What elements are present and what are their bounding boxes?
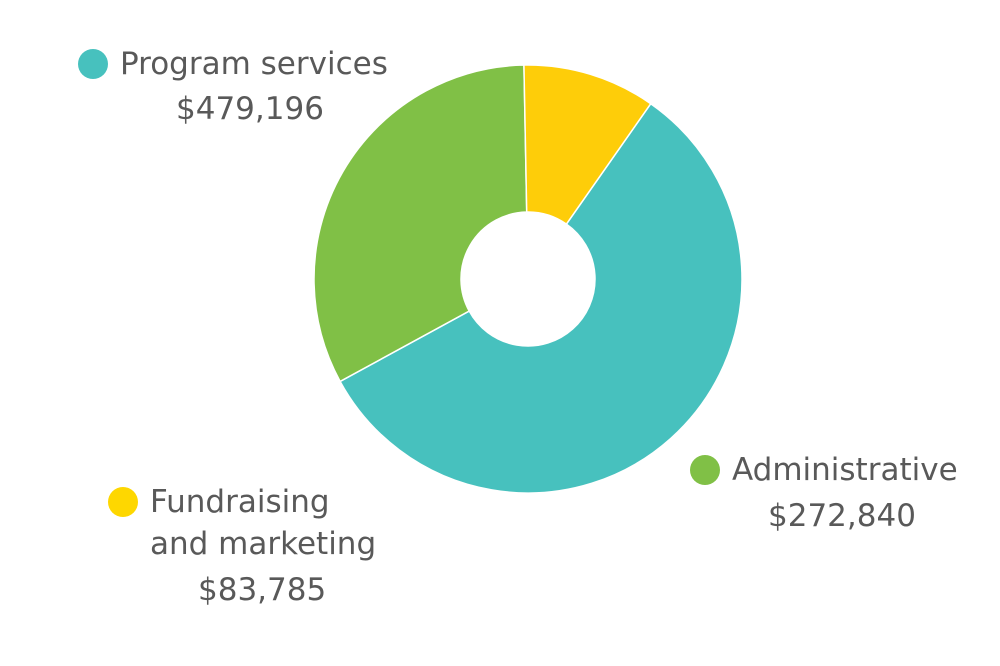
legend-label-fundraising-and-marketing: Fundraising and marketing [150, 484, 377, 562]
legend-marker-administrative [690, 455, 720, 485]
legend-label-administrative: Administrative [732, 452, 958, 488]
legend-item-administrative: Administrative $272,840 [690, 449, 958, 537]
legend-value-program-services: $479,196 [176, 91, 324, 127]
legend-item-program-services: Program services $479,196 [78, 43, 388, 130]
legend-marker-program-services [78, 49, 108, 79]
legend-value-fundraising-and-marketing: $83,785 [198, 572, 327, 608]
legend-value-administrative: $272,840 [768, 498, 916, 534]
donut-slices [313, 64, 743, 494]
slice-program-services [339, 102, 743, 494]
slice-administrative [313, 64, 528, 383]
slice-fundraising-and-marketing [523, 64, 652, 226]
legend-label-program-services: Program services [120, 46, 388, 82]
legend-item-fundraising-and-marketing: Fundraising and marketing $83,785 [108, 481, 376, 611]
legend-marker-fundraising-and-marketing [108, 487, 138, 517]
